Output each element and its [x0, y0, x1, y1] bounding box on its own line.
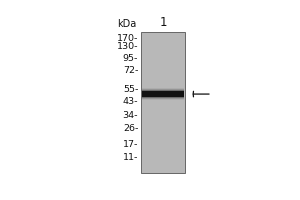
Bar — [142, 91, 184, 97]
Text: 95-: 95- — [123, 54, 138, 63]
Text: 130-: 130- — [117, 42, 138, 51]
Text: 34-: 34- — [123, 111, 138, 120]
Bar — [142, 97, 184, 98]
Text: 170-: 170- — [117, 34, 138, 43]
Bar — [142, 97, 184, 99]
Bar — [142, 88, 184, 91]
Text: 55-: 55- — [123, 85, 138, 94]
Text: 26-: 26- — [123, 124, 138, 133]
Bar — [142, 97, 184, 100]
Text: 1: 1 — [159, 16, 167, 29]
Text: 72-: 72- — [123, 66, 138, 75]
Bar — [142, 89, 184, 91]
Text: 43-: 43- — [123, 97, 138, 106]
Text: 17-: 17- — [123, 140, 138, 149]
Text: 11-: 11- — [123, 153, 138, 162]
Bar — [141, 32, 185, 173]
Text: kDa: kDa — [117, 19, 136, 29]
Bar — [142, 90, 184, 91]
